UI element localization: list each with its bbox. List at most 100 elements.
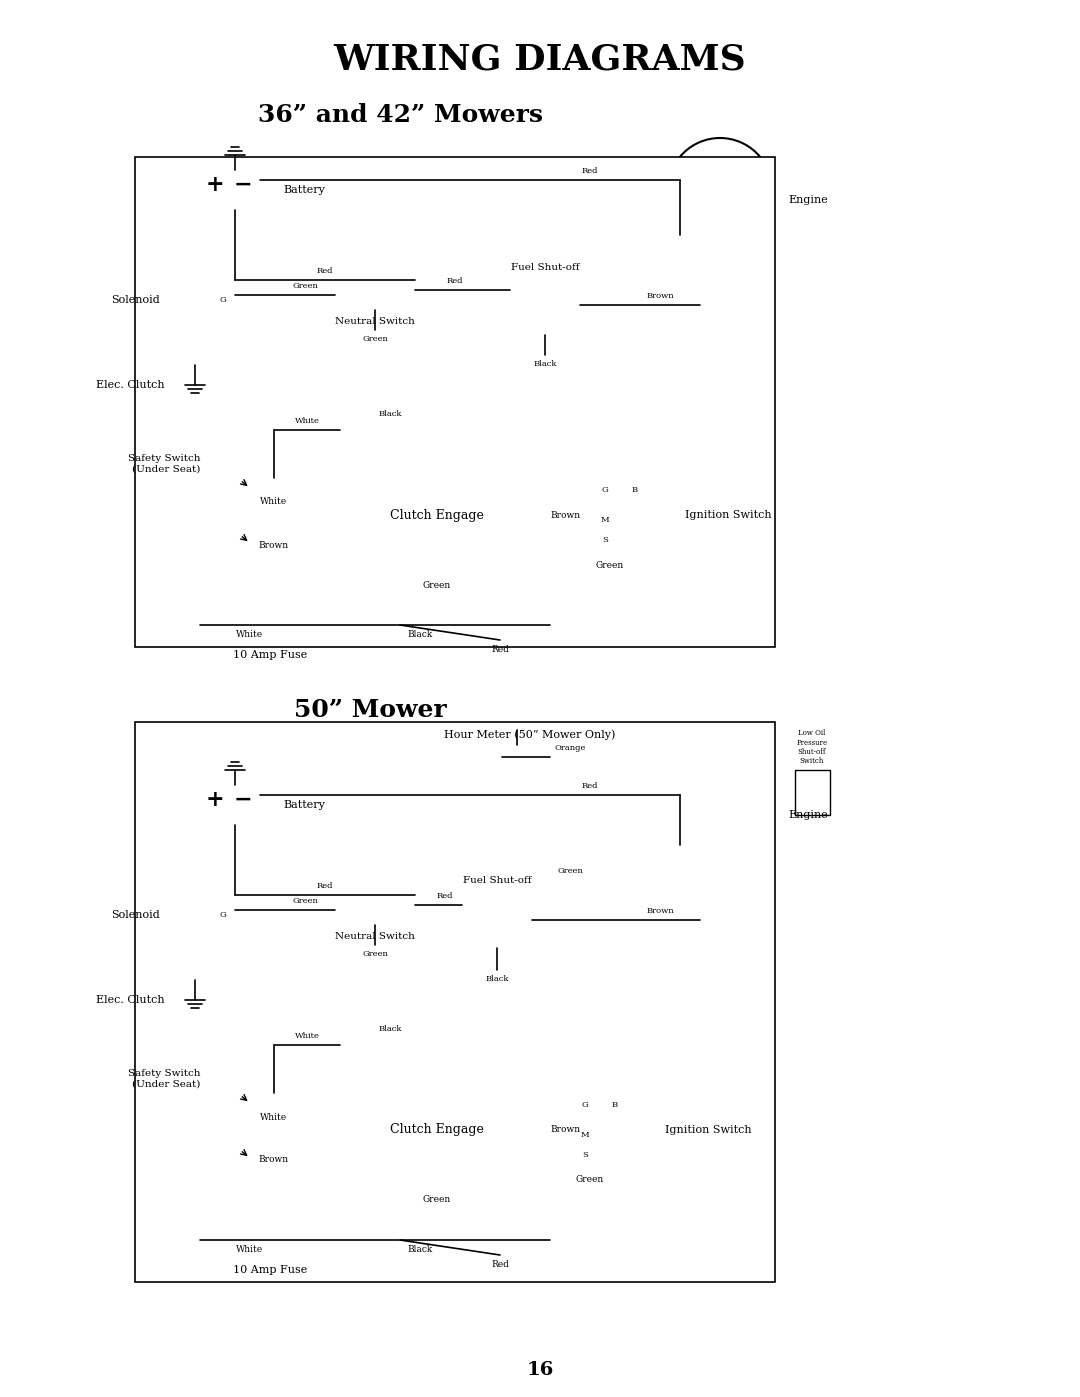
Circle shape (636, 218, 660, 242)
Text: +: + (205, 175, 225, 196)
Text: White: White (260, 1112, 287, 1122)
Text: White: White (260, 497, 287, 507)
Text: G: G (219, 911, 227, 919)
Circle shape (636, 828, 660, 852)
Circle shape (557, 291, 567, 300)
Circle shape (489, 902, 499, 914)
Bar (605, 1151, 630, 1169)
Text: S: S (602, 536, 608, 543)
Bar (465, 1155, 505, 1175)
Bar (355, 469, 395, 490)
Text: Green: Green (557, 868, 583, 875)
Bar (465, 1055, 505, 1076)
Bar (590, 536, 615, 555)
Bar (795, 770, 831, 814)
Text: Black: Black (407, 1245, 433, 1255)
Text: Clutch Engage: Clutch Engage (390, 1123, 484, 1137)
Text: Green: Green (423, 1196, 451, 1204)
Bar (462, 893, 532, 949)
Bar (205, 785, 265, 826)
Bar (335, 890, 415, 925)
Text: Red: Red (447, 277, 463, 285)
Text: Elec. Clutch: Elec. Clutch (96, 380, 165, 390)
Text: Red: Red (491, 1260, 509, 1268)
Text: Engine: Engine (788, 810, 827, 820)
Text: M: M (600, 515, 609, 524)
Circle shape (517, 291, 527, 300)
Bar (135, 722, 775, 1282)
Bar (340, 420, 535, 595)
Text: M: M (581, 1132, 590, 1139)
Text: Green: Green (292, 897, 318, 905)
Text: Black: Black (407, 630, 433, 638)
Text: Solenoid: Solenoid (111, 909, 160, 921)
Text: G: G (219, 296, 227, 305)
Text: Red: Red (316, 267, 334, 275)
Text: Brown: Brown (259, 1155, 289, 1165)
Text: 10 Amp Fuse: 10 Amp Fuse (233, 650, 307, 659)
Text: Red: Red (491, 645, 509, 654)
Bar (410, 469, 450, 490)
Bar (465, 469, 505, 490)
Bar (625, 481, 650, 497)
Bar (335, 275, 415, 310)
Bar (255, 504, 293, 534)
Text: Green: Green (362, 950, 388, 958)
Circle shape (193, 893, 237, 937)
Bar (605, 1095, 630, 1113)
Text: Red: Red (316, 882, 334, 890)
Text: Brown: Brown (550, 510, 580, 520)
Text: −: − (233, 789, 253, 812)
Circle shape (469, 925, 480, 935)
Bar (410, 541, 450, 560)
Bar (340, 1035, 535, 1210)
Circle shape (545, 1076, 654, 1185)
Text: White: White (237, 1245, 264, 1255)
Text: S: S (582, 1151, 588, 1160)
Circle shape (232, 921, 242, 930)
Text: Elec. Clutch: Elec. Clutch (96, 995, 165, 1004)
Text: G: G (582, 1101, 589, 1109)
Text: Brown: Brown (646, 907, 674, 915)
Text: Brown: Brown (550, 1126, 580, 1134)
Circle shape (509, 925, 519, 935)
Text: Clutch Engage: Clutch Engage (390, 509, 484, 521)
Text: Neutral Switch: Neutral Switch (335, 932, 415, 942)
Bar (570, 1095, 595, 1113)
Text: Red: Red (436, 893, 454, 900)
Text: 36” and 42” Mowers: 36” and 42” Mowers (257, 103, 542, 127)
Text: 16: 16 (526, 1361, 554, 1379)
Bar (590, 481, 615, 497)
Circle shape (509, 902, 519, 914)
Bar (255, 1120, 293, 1148)
Text: Battery: Battery (283, 184, 325, 196)
Bar (135, 156, 775, 647)
Text: Hour Meter (50” Mower Only): Hour Meter (50” Mower Only) (444, 729, 616, 740)
Bar (410, 1085, 450, 1105)
Text: Black: Black (534, 360, 557, 367)
Bar (355, 1155, 395, 1175)
Text: Fuel Shut-off: Fuel Shut-off (462, 876, 531, 886)
Bar (343, 284, 372, 300)
Text: Orange: Orange (554, 745, 585, 752)
Text: Green: Green (423, 581, 451, 590)
Text: +: + (205, 789, 225, 812)
Text: Ignition Switch: Ignition Switch (685, 510, 771, 520)
Bar (465, 440, 505, 460)
Bar (410, 1155, 450, 1175)
Text: Fuel Shut-off: Fuel Shut-off (511, 263, 579, 272)
Bar (570, 1123, 595, 1141)
Text: White: White (237, 630, 264, 638)
Bar (255, 1065, 293, 1092)
Bar (410, 1055, 450, 1076)
Text: −: − (233, 175, 253, 196)
Text: Safety Switch
(Under Seat): Safety Switch (Under Seat) (127, 1069, 200, 1088)
Text: Solenoid: Solenoid (111, 295, 160, 305)
Bar (510, 279, 580, 335)
Text: Black: Black (378, 409, 402, 418)
Bar (625, 509, 650, 527)
Bar (343, 898, 372, 916)
Text: Red: Red (582, 782, 598, 789)
Text: Green: Green (292, 282, 318, 291)
Circle shape (517, 312, 527, 321)
